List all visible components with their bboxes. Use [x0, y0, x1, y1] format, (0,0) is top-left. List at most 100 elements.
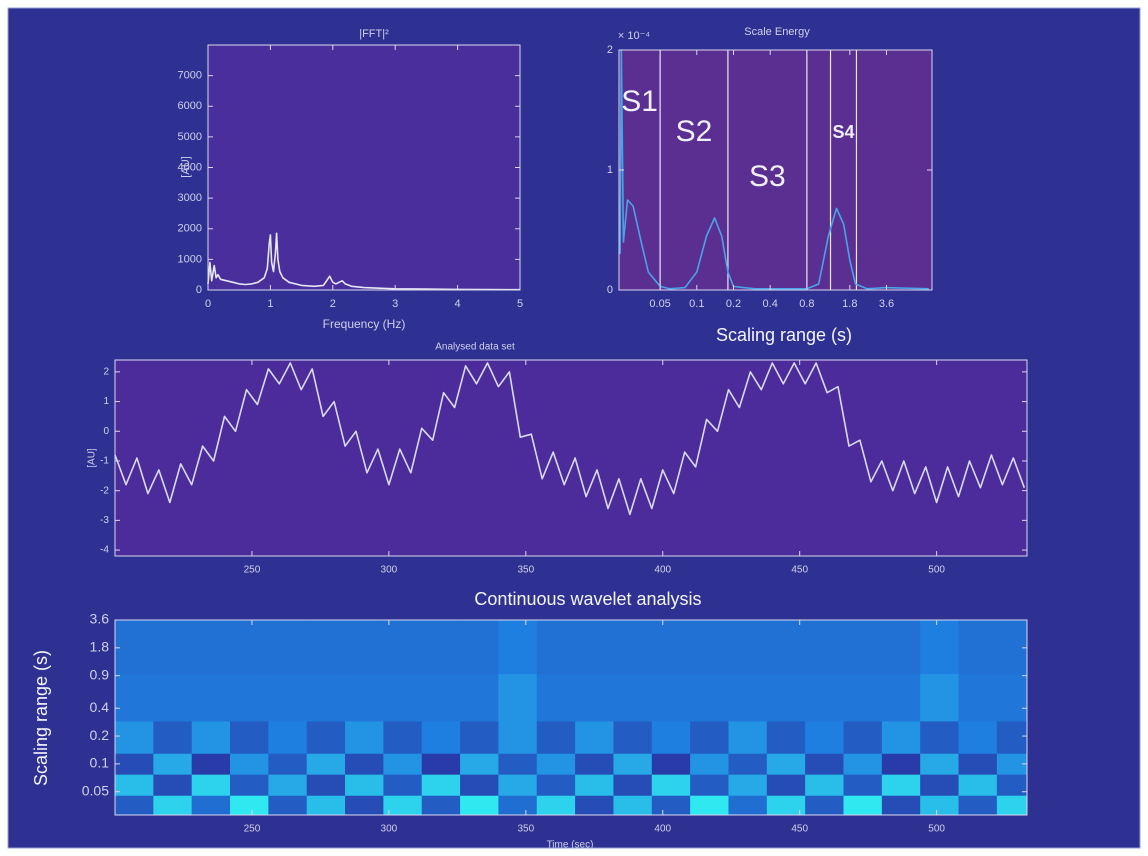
heatmap-cell	[613, 720, 653, 754]
y-tick-label: 0	[196, 284, 202, 296]
heatmap-cell	[651, 673, 691, 722]
y-tick-label: 4000	[178, 161, 202, 173]
heatmap-cell	[536, 753, 576, 775]
y-tick-label: 0.9	[90, 666, 110, 682]
x-tick-label: 500	[928, 824, 945, 835]
heatmap-cell	[881, 795, 921, 816]
x-tick-label: 1.8	[842, 298, 857, 310]
data-line	[207, 232, 521, 291]
heatmap-cell	[575, 795, 614, 816]
heatmap-cell	[498, 795, 538, 816]
heatmap-cell	[843, 774, 883, 796]
y-multiplier: × 10⁻⁴	[618, 30, 651, 42]
heatmap-cell	[766, 720, 806, 754]
x-tick-label: 300	[381, 824, 398, 835]
heatmap-cell	[766, 620, 806, 675]
heatmap-cell	[268, 720, 308, 754]
x-axis-label: Time (sec)	[547, 840, 594, 851]
heatmap-cell	[345, 720, 384, 754]
heatmap-cell	[383, 720, 423, 754]
heatmap-cell	[996, 720, 1028, 754]
region-label: S4	[832, 122, 854, 142]
y-tick-label: 3000	[178, 192, 202, 204]
heatmap-cell	[881, 720, 921, 754]
region-label: S1	[621, 85, 658, 118]
heatmap-cell	[383, 753, 423, 775]
heatmap-cell	[728, 673, 768, 722]
x-tick-label: 0.05	[649, 298, 670, 310]
heatmap-cell	[153, 774, 193, 796]
heatmap-cell	[306, 753, 346, 775]
heatmap-cell	[306, 720, 346, 754]
chart-title: |FFT|²	[359, 28, 389, 40]
x-tick-label: 400	[654, 565, 671, 576]
y-tick-label: 1	[607, 164, 613, 176]
x-tick-label: 300	[381, 565, 398, 576]
heatmap-cell	[690, 673, 729, 722]
heatmap-cell	[920, 620, 960, 675]
heatmap-cell	[498, 774, 538, 796]
y-tick-label: 2	[103, 367, 109, 378]
heatmap-cell	[115, 774, 154, 796]
heatmap-cell	[575, 774, 614, 796]
heatmap-cell	[345, 753, 384, 775]
heatmap-cell	[421, 774, 461, 796]
heatmap-cell	[230, 720, 269, 754]
x-axis-label: Frequency (Hz)	[323, 317, 406, 331]
heatmap-cell	[153, 795, 193, 816]
heatmap-cell	[230, 620, 269, 675]
heatmap-cell	[843, 620, 883, 675]
heatmap-cell	[345, 795, 384, 816]
y-axis-label: Scaling range (s)	[31, 650, 51, 786]
heatmap-cell	[920, 774, 960, 796]
x-tick-label: 1	[267, 298, 273, 310]
region-label: S2	[676, 115, 713, 148]
x-tick-label: 250	[244, 824, 261, 835]
y-tick-label: 1	[103, 396, 109, 407]
heatmap-cell	[230, 753, 269, 775]
y-tick-label: 2000	[178, 223, 202, 235]
x-tick-label: 450	[791, 565, 808, 576]
heatmap-cell	[460, 673, 499, 722]
heatmap-cell	[690, 753, 729, 775]
heatmap-cell	[805, 673, 845, 722]
y-tick-label: -3	[100, 515, 109, 526]
heatmap-cell	[498, 620, 538, 675]
heatmap-cell	[690, 720, 729, 754]
heatmap-cell	[766, 774, 806, 796]
chart-title: Analysed data set	[435, 342, 515, 353]
heatmap-cell	[651, 753, 691, 775]
heatmap-cell	[613, 673, 653, 722]
x-tick-label: 3	[392, 298, 398, 310]
heatmap-cell	[191, 795, 231, 816]
heatmap-cell	[230, 774, 269, 796]
heatmap-cell	[805, 620, 845, 675]
chart-title: Scale Energy	[744, 26, 810, 38]
x-tick-label: 0.8	[799, 298, 814, 310]
y-tick-label: 1.8	[90, 639, 110, 655]
heatmap-cell	[920, 673, 960, 722]
heatmap-cell	[805, 720, 845, 754]
heatmap-cell	[421, 795, 461, 816]
y-tick-label: 6000	[178, 100, 202, 112]
x-tick-label: 350	[517, 824, 534, 835]
heatmap-cell	[843, 720, 883, 754]
heatmap-cell	[306, 774, 346, 796]
heatmap-cell	[996, 774, 1028, 796]
plot-area	[619, 50, 932, 290]
y-tick-label: 0.1	[90, 755, 110, 771]
x-tick-label: 4	[455, 298, 461, 310]
heatmap-cell	[460, 753, 499, 775]
heatmap-cell	[651, 774, 691, 796]
heatmap-cell	[460, 774, 499, 796]
region-label: S3	[749, 160, 786, 193]
y-tick-label: 0.4	[90, 699, 110, 715]
heatmap-cell	[498, 720, 538, 754]
x-tick-label: 400	[654, 824, 671, 835]
heatmap-cell	[421, 620, 461, 675]
heatmap-cell	[575, 673, 614, 722]
y-tick-label: 7000	[178, 70, 202, 82]
y-tick-label: 1000	[178, 253, 202, 265]
heatmap-cell	[306, 620, 346, 675]
x-tick-label: 0.4	[763, 298, 778, 310]
